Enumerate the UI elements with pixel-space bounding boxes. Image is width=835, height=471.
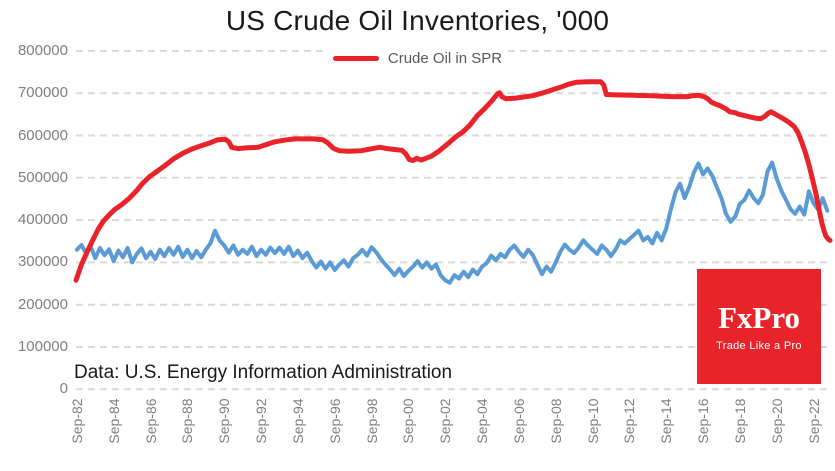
data-source-note: Data: U.S. Energy Information Administra… <box>74 362 453 383</box>
legend-label: Crude Oil in SPR <box>387 49 503 67</box>
x-axis-label: Sep-08 <box>547 398 564 444</box>
fxpro-wordmark: FxPro <box>717 299 801 335</box>
x-axis-label: Sep-82 <box>68 398 85 444</box>
y-axis-label: 400000 <box>17 211 68 229</box>
x-axis-label: Sep-22 <box>805 398 822 444</box>
y-axis-label: 700000 <box>17 84 68 102</box>
chart-title: US Crude Oil Inventories, '000 <box>225 5 610 36</box>
spr-line <box>73 79 833 283</box>
x-axis-label: Sep-12 <box>621 398 638 444</box>
x-axis-label: Sep-86 <box>142 398 159 444</box>
x-axis-label: Sep-18 <box>731 398 748 444</box>
legend: Crude Oil in SPR <box>0 48 835 68</box>
inventories-line <box>74 160 830 285</box>
fxpro-logo: FxPro Trade Like a Pro <box>697 269 821 384</box>
fxpro-tagline: Trade Like a Pro <box>716 339 802 352</box>
x-axis-label: Sep-92 <box>253 398 270 444</box>
x-axis-label: Sep-98 <box>363 398 380 444</box>
x-axis-label: Sep-04 <box>474 398 491 444</box>
y-axis-label: 300000 <box>17 253 68 271</box>
legend-entry-spr: Crude Oil in SPR <box>326 49 509 67</box>
x-axis-label: Sep-16 <box>695 398 712 444</box>
y-axis-label: 200000 <box>17 295 68 313</box>
x-axis-label: Sep-90 <box>216 398 233 444</box>
x-axis-label: Sep-94 <box>289 398 306 444</box>
y-axis-label: 0 <box>59 380 68 398</box>
legend-line-swatch <box>332 55 379 61</box>
x-axis-label: Sep-06 <box>510 398 527 444</box>
y-axis-label: 800000 <box>17 41 68 59</box>
x-axis-label: Sep-10 <box>584 398 601 444</box>
y-axis-label: 600000 <box>17 126 68 144</box>
x-axis-label: Sep-96 <box>326 398 343 444</box>
x-axis-label: Sep-84 <box>105 398 122 444</box>
y-axis-label: 500000 <box>17 168 68 186</box>
x-axis-label: Sep-14 <box>658 398 675 444</box>
x-axis-label: Sep-00 <box>400 398 417 444</box>
x-axis-label: Sep-88 <box>179 398 196 444</box>
x-axis-label: Sep-02 <box>437 398 454 444</box>
y-axis-label: 100000 <box>17 338 68 355</box>
x-axis-label: Sep-20 <box>768 398 785 444</box>
